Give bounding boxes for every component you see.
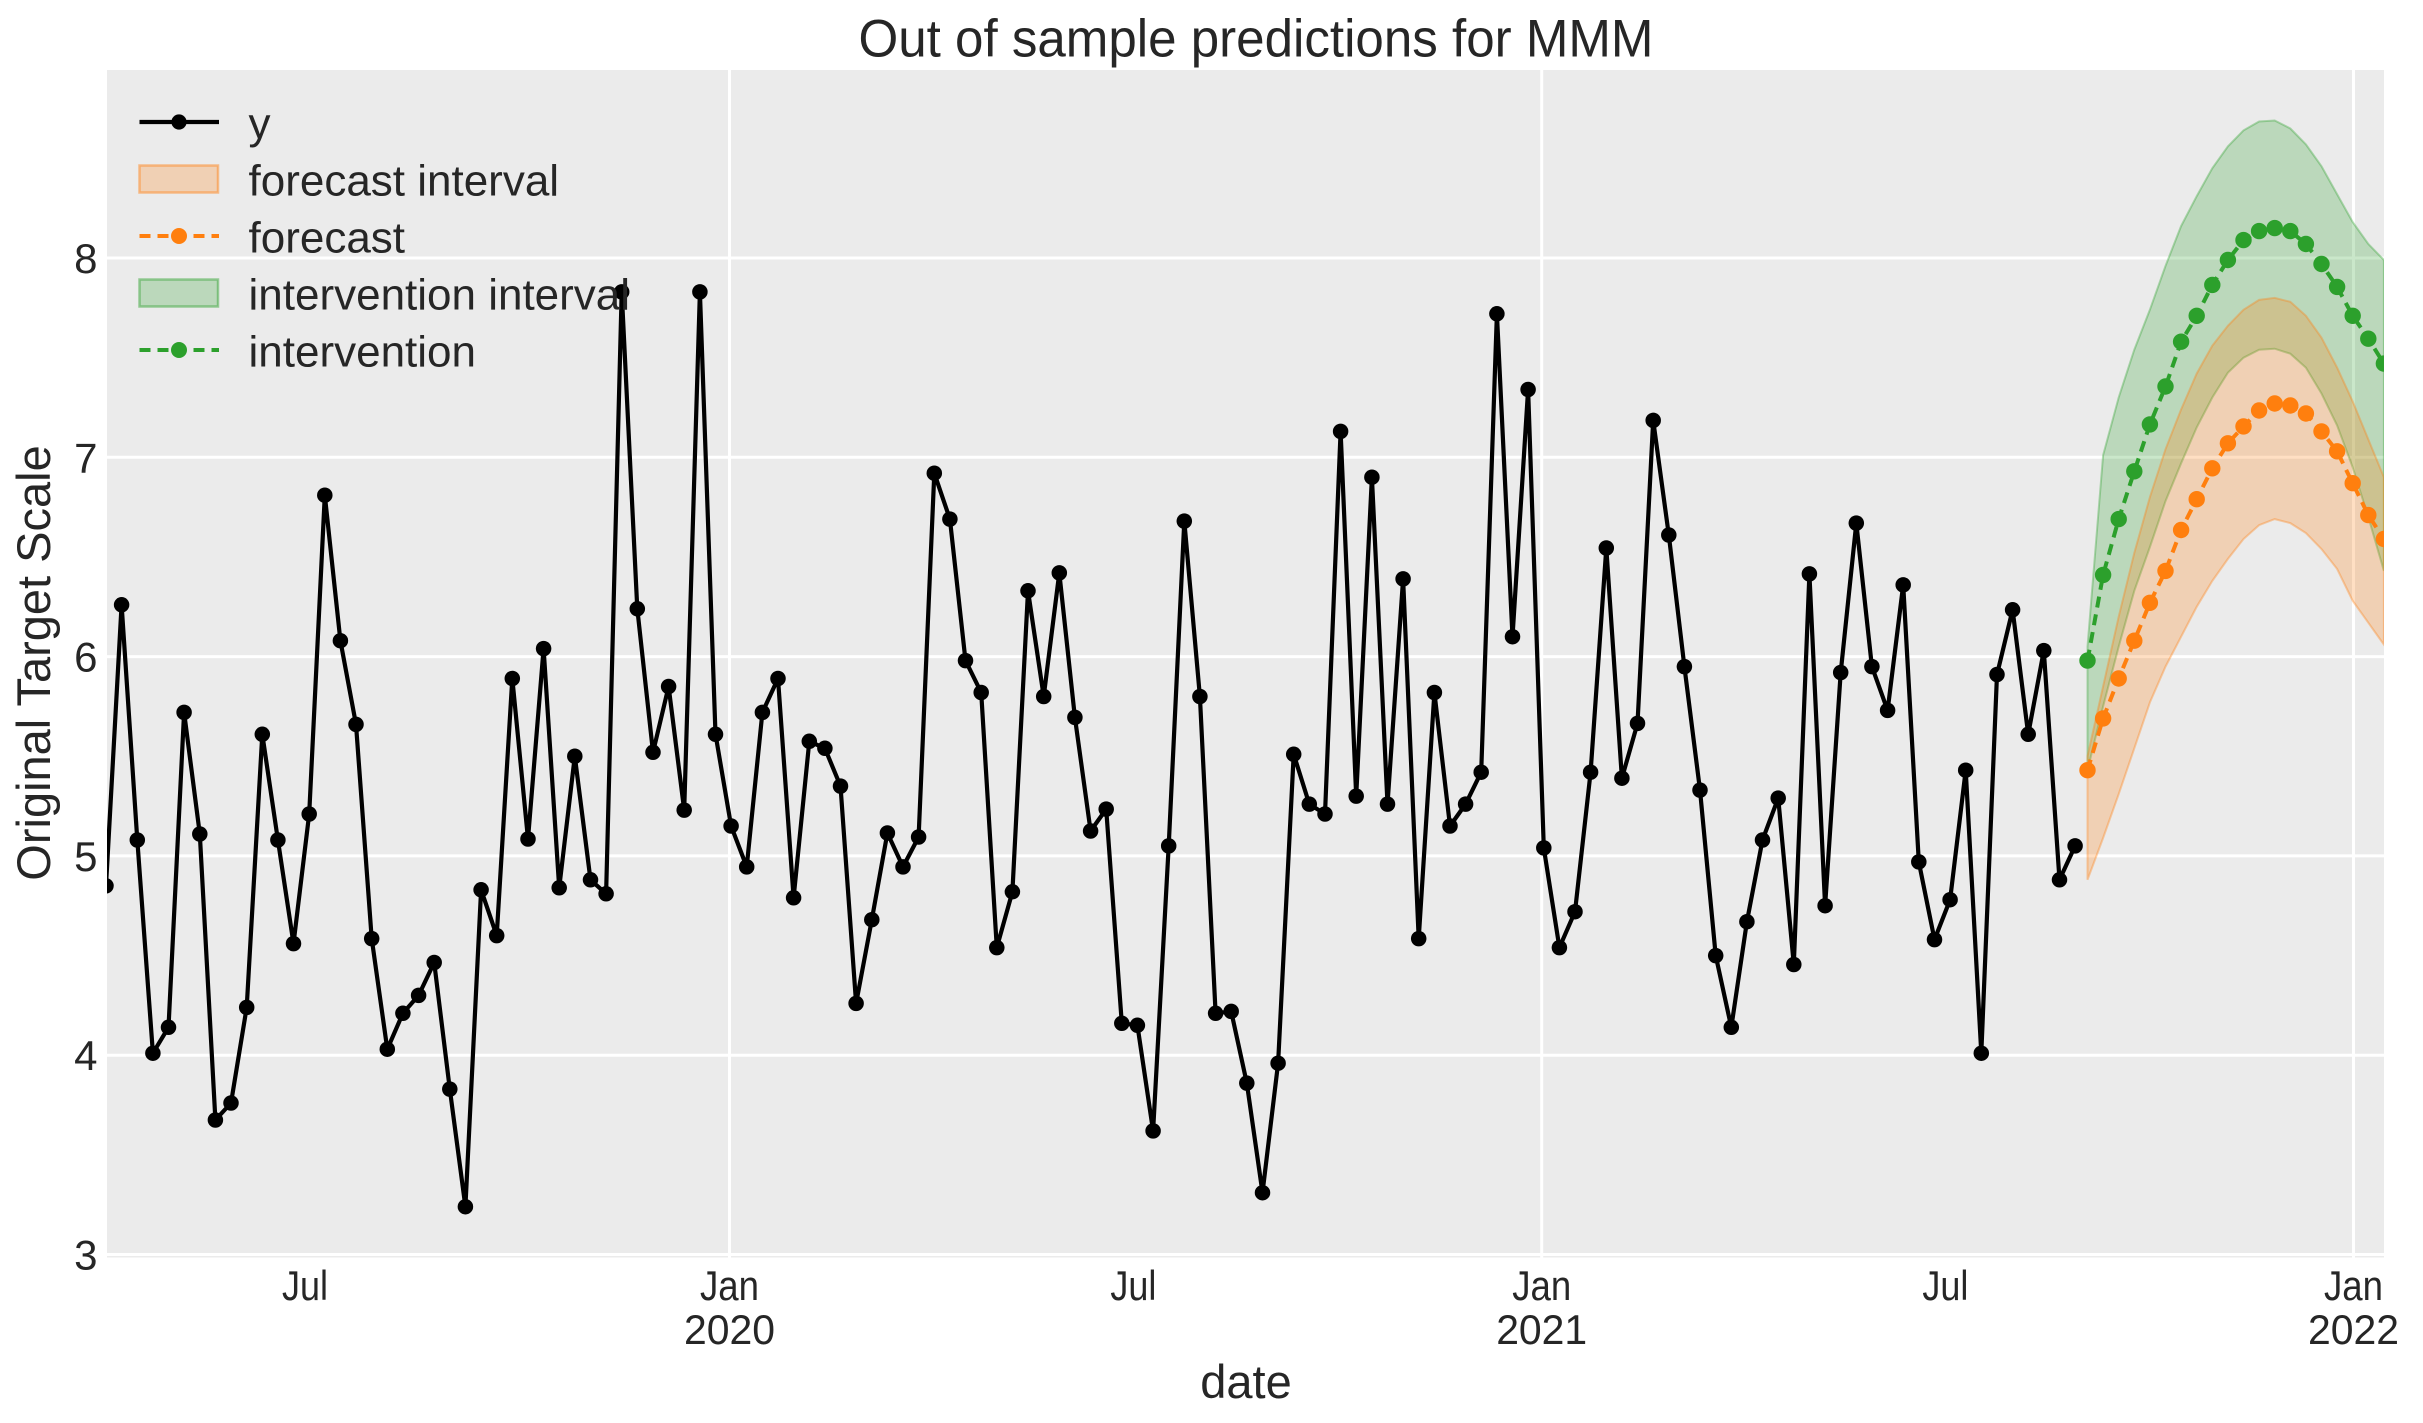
svg-text:4: 4 [74,1032,97,1079]
svg-text:intervention interval: intervention interval [249,271,631,320]
svg-text:6: 6 [74,634,97,681]
svg-text:forecast interval: forecast interval [249,157,560,206]
svg-text:3: 3 [74,1232,97,1279]
svg-text:2022: 2022 [2308,1306,2399,1353]
svg-text:date: date [1200,1355,1291,1408]
svg-text:5: 5 [74,833,97,880]
svg-text:Jan: Jan [2324,1262,2383,1309]
svg-text:Jul: Jul [1922,1262,1968,1309]
svg-text:Jan: Jan [1512,1262,1571,1309]
svg-text:2021: 2021 [1496,1306,1587,1353]
svg-text:Jan: Jan [700,1262,759,1309]
svg-text:forecast: forecast [249,214,406,263]
svg-text:Out of sample predictions for: Out of sample predictions for MMM [859,10,1654,69]
svg-text:8: 8 [74,235,97,282]
svg-text:intervention: intervention [249,328,476,377]
svg-text:Original Target Scale: Original Target Scale [7,445,60,880]
svg-text:7: 7 [74,434,97,481]
svg-text:Jul: Jul [1110,1262,1156,1309]
svg-text:y: y [249,100,271,149]
svg-text:2020: 2020 [684,1306,775,1353]
svg-text:Jul: Jul [282,1262,328,1309]
